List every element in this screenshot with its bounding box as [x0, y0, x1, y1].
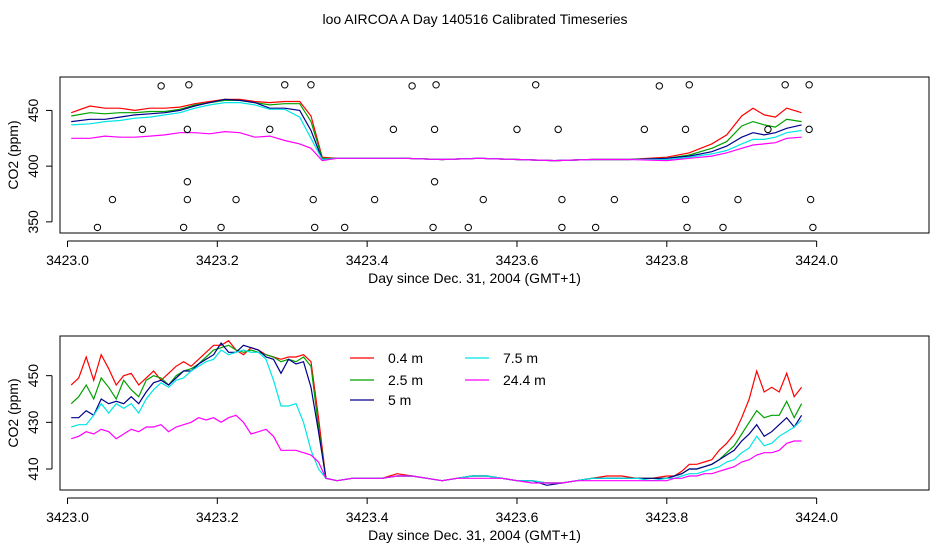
series-line-series-4 [71, 130, 802, 162]
scatter-point [183, 125, 192, 134]
scatter-point [719, 223, 727, 232]
scatter-point [610, 195, 619, 204]
scatter-point [806, 195, 815, 204]
legend: 0.4 m 2.5 m 5 m 7.5 m 24.4 m [350, 350, 546, 408]
scatter-point [157, 82, 165, 90]
y-tick-label: 450 [25, 99, 41, 123]
x-tick-label: 3423.2 [196, 252, 239, 268]
scatter-point [429, 223, 437, 232]
series-line-7-5-m [71, 349, 803, 484]
scatter-point [683, 223, 691, 232]
scatter-point [370, 195, 379, 204]
scatter-point [183, 195, 192, 204]
x-tick-label: 3423.6 [496, 252, 539, 268]
scatter-point [281, 81, 289, 89]
scatter-point [554, 125, 562, 134]
x-axis-label: Day since Dec. 31, 2004 (GMT+1) [368, 527, 581, 543]
scatter-point [805, 81, 813, 89]
scatter-point [464, 223, 472, 232]
scatter-point [479, 195, 487, 204]
y-tick-label: 350 [25, 210, 41, 234]
scatter-point [179, 223, 188, 232]
plot-frame [59, 335, 930, 491]
scatter-point [266, 125, 274, 134]
scatter-point [232, 195, 240, 204]
x-tick-label: 3423.6 [496, 509, 539, 525]
scatter-point [93, 223, 102, 232]
x-tick-label: 3423.0 [46, 252, 89, 268]
scatter-point [685, 81, 693, 89]
scatter-point [809, 223, 817, 232]
x-axis-label: Day since Dec. 31, 2004 (GMT+1) [368, 270, 581, 286]
legend-label: 0.4 m [388, 350, 423, 366]
scatter-point [681, 125, 690, 134]
bottom-panel: 3423.0 3423.2 3423.4 3423.6 3423.8 3424.0 Day … [5, 335, 930, 543]
scatter-point [432, 81, 440, 89]
scatter-point [734, 195, 742, 204]
x-tick-label: 3424.0 [795, 252, 838, 268]
scatter-point [558, 223, 566, 232]
scatter-point [681, 195, 690, 204]
scatter-point [430, 178, 439, 186]
x-tick-label: 3423.2 [196, 509, 239, 525]
series-line-0-4-m [70, 339, 803, 484]
scatter-point [408, 82, 416, 90]
scatter-point [307, 81, 315, 89]
y-axis-label: CO2 (ppm) [5, 378, 21, 447]
scatter-point [591, 223, 600, 232]
x-tick-label: 3424.0 [795, 509, 838, 525]
x-tick-label: 3423.0 [46, 509, 89, 525]
scatter-point [805, 125, 813, 134]
scatter-point [655, 82, 664, 90]
series-line-24-4-m [71, 414, 802, 484]
top-panel: 3423.0 3423.2 3423.4 3423.6 3423.8 3424.0 Day … [5, 76, 930, 286]
chart-title: loo AIRCOA A Day 140516 Calibrated Times… [322, 11, 627, 27]
scatter-point [640, 125, 649, 134]
scatter-point [311, 223, 319, 232]
plot-frame [59, 76, 930, 234]
series-line-2-5-m [70, 344, 803, 484]
scatter-point [185, 81, 193, 89]
scatter-point [430, 125, 439, 134]
legend-label: 2.5 m [388, 372, 423, 388]
scatter-point [340, 223, 349, 232]
x-tick-label: 3423.4 [346, 252, 389, 268]
scatter-point [108, 195, 117, 204]
legend-label: 7.5 m [503, 350, 538, 366]
scatter-point [764, 125, 772, 134]
scatter-point [513, 125, 521, 134]
y-tick-label: 450 [25, 364, 41, 388]
scatter-point [309, 195, 317, 204]
scatter-point [781, 81, 789, 89]
y-tick-label: 400 [25, 154, 41, 178]
scatter-point [532, 81, 540, 89]
x-tick-label: 3423.4 [346, 509, 389, 525]
scatter-point [183, 178, 192, 186]
legend-label: 24.4 m [503, 372, 546, 388]
y-axis-label: CO2 (ppm) [5, 120, 21, 189]
x-tick-label: 3423.8 [645, 509, 688, 525]
scatter-point [217, 223, 225, 232]
x-tick-label: 3423.8 [645, 252, 688, 268]
y-tick-label: 430 [25, 410, 41, 434]
scatter-point [389, 125, 398, 134]
scatter-point [558, 195, 566, 204]
legend-label: 5 m [388, 392, 411, 408]
scatter-point [138, 125, 147, 134]
y-tick-label: 410 [25, 457, 41, 481]
